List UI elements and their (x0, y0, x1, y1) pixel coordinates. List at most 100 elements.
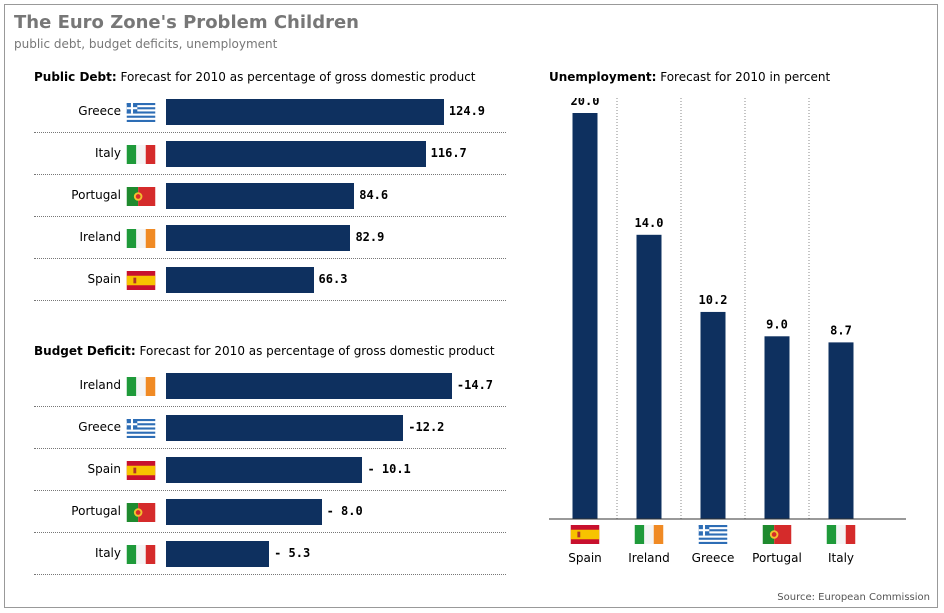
portugal-flag-icon (126, 503, 156, 522)
italy-flag-icon (126, 145, 156, 164)
debt-value-label: 124.9 (448, 104, 486, 118)
unemployment-title-bold: Unemployment: (549, 70, 657, 84)
deficit-panel-title: Budget Deficit: Forecast for 2010 as per… (34, 344, 495, 358)
deficit-row: Spain - 10.1 (34, 449, 506, 491)
unemployment-bar (636, 234, 662, 520)
deficit-title-bold: Budget Deficit: (34, 344, 136, 358)
deficit-row: Italy - 5.3 (34, 533, 506, 575)
deficit-country-label: Greece (78, 420, 121, 434)
debt-value-label: 66.3 (318, 272, 348, 286)
chart-subtitle: public debt, budget deficits, unemployme… (14, 37, 278, 51)
unemployment-bar (828, 342, 854, 519)
deficit-flag (126, 545, 156, 568)
debt-bar (166, 267, 314, 293)
deficit-row-divider (34, 574, 506, 575)
unemployment-value-label: 10.2 (699, 293, 728, 307)
unemployment-value-label: 9.0 (766, 317, 788, 331)
greece-flag-icon (126, 103, 156, 122)
debt-bar (166, 225, 351, 251)
debt-flag (126, 271, 156, 294)
debt-flag (126, 187, 156, 210)
debt-country-label: Portugal (71, 188, 121, 202)
deficit-country-label: Ireland (79, 378, 121, 392)
unemployment-panel-title: Unemployment: Forecast for 2010 in perce… (549, 70, 830, 84)
ireland-flag-icon (126, 377, 156, 396)
debt-row: Greece 124.9 (34, 91, 506, 133)
deficit-row: Greece -12.2 (34, 407, 506, 449)
debt-row-divider (34, 174, 506, 175)
source-note: Source: European Commission (777, 592, 930, 603)
debt-flag (126, 229, 156, 252)
greece-flag-icon (698, 525, 728, 544)
unemployment-flag (570, 525, 600, 548)
greece-flag-icon (126, 419, 156, 438)
unemployment-value-label: 14.0 (635, 216, 664, 230)
debt-title-bold: Public Debt: (34, 70, 117, 84)
deficit-value-label: - 5.3 (274, 546, 311, 560)
deficit-bar (166, 415, 404, 441)
deficit-bar (166, 499, 322, 525)
unemployment-bar (572, 113, 598, 519)
unemployment-value-label: 20.0 (571, 98, 600, 108)
deficit-row-divider (34, 448, 506, 449)
unemployment-country-label: Italy (827, 551, 855, 565)
deficit-value-label: -14.7 (456, 378, 494, 392)
debt-row-divider (34, 216, 506, 217)
debt-country-label: Ireland (79, 230, 121, 244)
deficit-row-divider (34, 406, 506, 407)
debt-flag (126, 145, 156, 168)
deficit-value-label: - 8.0 (326, 504, 363, 518)
debt-title-rest: Forecast for 2010 as percentage of gross… (116, 70, 476, 84)
deficit-value-label: - 10.1 (367, 462, 411, 476)
debt-value-label: 84.6 (359, 188, 389, 202)
deficit-flag (126, 461, 156, 484)
spain-flag-icon (126, 271, 156, 290)
unemployment-chart: 20.0 14.0 10.2 9.0 8.7 (549, 98, 906, 520)
deficit-country-label: Portugal (71, 504, 121, 518)
deficit-row-divider (34, 490, 506, 491)
unemployment-country-label: Greece (691, 551, 735, 565)
debt-row-divider (34, 300, 506, 301)
debt-flag (126, 103, 156, 126)
debt-row-divider (34, 258, 506, 259)
chart-title: The Euro Zone's Problem Children (14, 12, 359, 33)
unemployment-country-label: Ireland (628, 551, 670, 565)
debt-row-divider (34, 132, 506, 133)
italy-flag-icon (126, 545, 156, 564)
unemployment-flag (762, 525, 792, 548)
debt-bar (166, 99, 444, 125)
debt-row: Italy 116.7 (34, 133, 506, 175)
debt-country-label: Italy (94, 146, 121, 160)
deficit-value-label: -12.2 (408, 420, 445, 434)
deficit-row: Portugal - 8.0 (34, 491, 506, 533)
unemployment-flag (634, 525, 664, 548)
unemployment-flag (698, 525, 728, 548)
debt-panel-title: Public Debt: Forecast for 2010 as percen… (34, 70, 476, 84)
ireland-flag-icon (634, 525, 664, 544)
deficit-country-label: Italy (94, 546, 121, 560)
spain-flag-icon (126, 461, 156, 480)
deficit-bar (166, 541, 270, 567)
italy-flag-icon (826, 525, 856, 544)
deficit-flag (126, 377, 156, 400)
unemployment-flag (826, 525, 856, 548)
deficit-title-rest: Forecast for 2010 as percentage of gross… (135, 344, 495, 358)
ireland-flag-icon (126, 229, 156, 248)
unemployment-title-rest: Forecast for 2010 in percent (656, 70, 831, 84)
portugal-flag-icon (762, 525, 792, 544)
unemployment-bar (700, 311, 726, 519)
debt-bar (166, 183, 355, 209)
deficit-row-divider (34, 532, 506, 533)
debt-row: Spain 66.3 (34, 259, 506, 301)
debt-value-label: 116.7 (430, 146, 467, 160)
deficit-country-label: Spain (87, 462, 121, 476)
deficit-flag (126, 419, 156, 442)
debt-country-label: Spain (87, 272, 121, 286)
unemployment-country-label: Spain (568, 551, 602, 565)
spain-flag-icon (570, 525, 600, 544)
debt-value-label: 82.9 (355, 230, 385, 244)
unemployment-bar (764, 336, 790, 519)
deficit-row: Ireland -14.7 (34, 365, 506, 407)
unemployment-value-label: 8.7 (830, 323, 852, 337)
portugal-flag-icon (126, 187, 156, 206)
